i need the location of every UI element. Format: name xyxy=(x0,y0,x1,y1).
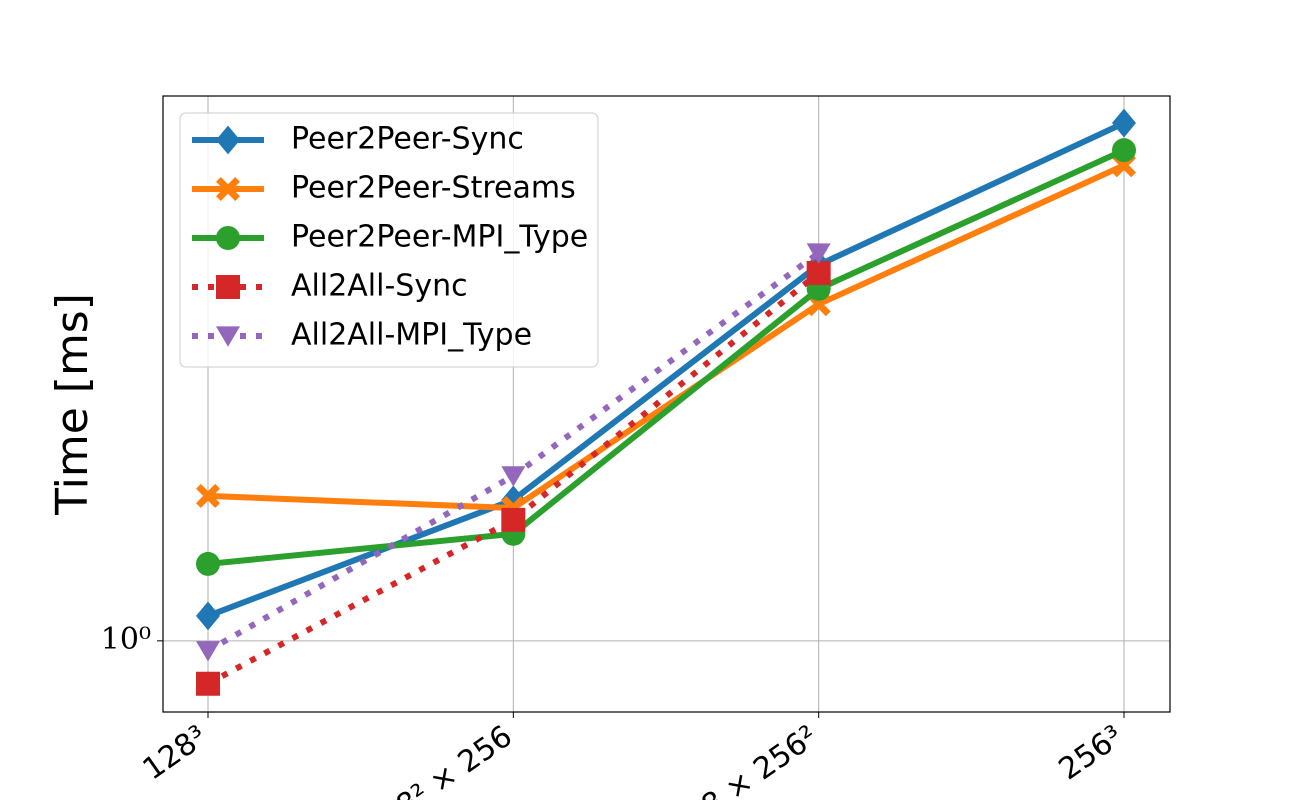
x-tick-label: 256³ xyxy=(1053,719,1130,787)
series-line xyxy=(207,162,1126,512)
marker xyxy=(216,326,240,347)
legend-box xyxy=(179,112,599,368)
marker xyxy=(501,507,526,532)
legend-label: Peer2Peer-MPI_Type xyxy=(291,220,588,255)
marker xyxy=(196,601,220,631)
marker xyxy=(501,466,526,487)
plot-frame xyxy=(162,95,1171,713)
legend-label: Peer2Peer-Streams xyxy=(291,171,576,206)
marker xyxy=(196,671,220,696)
marker xyxy=(216,177,240,201)
marker xyxy=(196,483,220,508)
series-line xyxy=(206,270,821,687)
marker xyxy=(216,125,240,155)
marker xyxy=(806,243,831,264)
series-line xyxy=(206,120,1126,619)
series-line xyxy=(206,250,821,654)
marker xyxy=(1112,108,1136,138)
legend-label: All2All-MPI_Type xyxy=(291,318,532,353)
marker xyxy=(806,260,831,285)
legend-label: Peer2Peer-Sync xyxy=(291,122,524,157)
x-tick-label: 128 × 256² xyxy=(664,719,824,800)
marker xyxy=(216,275,240,299)
x-tick-label: 128³ xyxy=(137,719,214,787)
marker xyxy=(1112,138,1136,163)
x-tick-label: 128² × 256 xyxy=(359,719,519,800)
y-tick-label: 10⁰ xyxy=(101,622,151,657)
legend-label: All2All-Sync xyxy=(291,269,468,304)
y-axis-label: Time [ms] xyxy=(47,293,98,516)
marker xyxy=(216,226,240,250)
marker xyxy=(196,551,220,576)
marker xyxy=(196,641,220,662)
series-line xyxy=(207,147,1126,567)
